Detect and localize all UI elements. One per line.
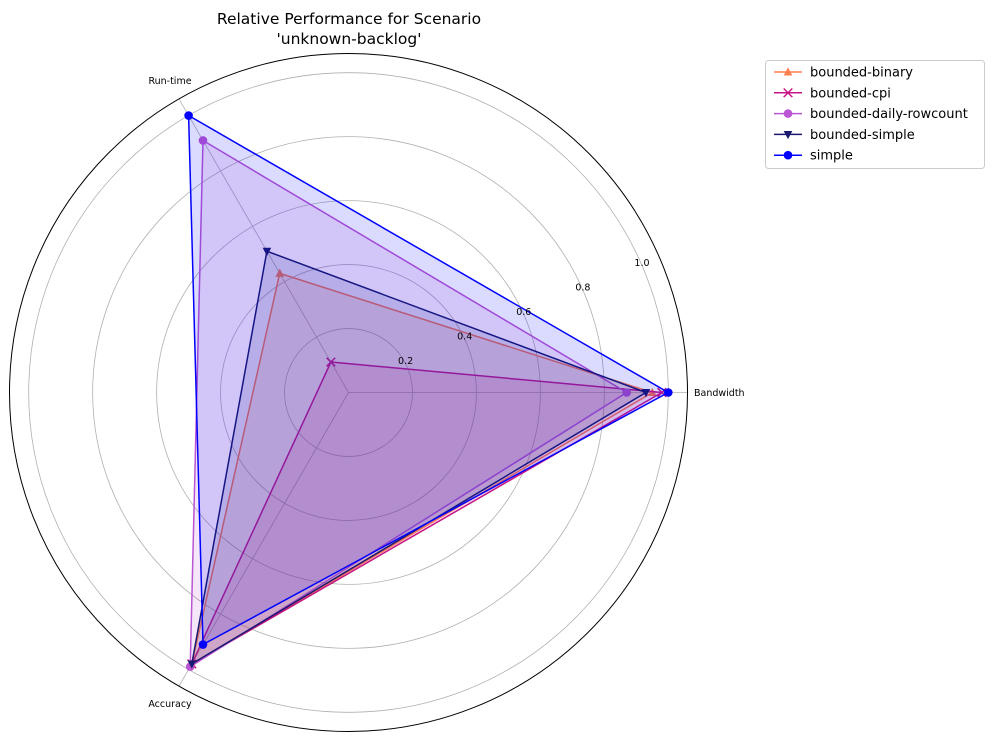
data-point-marker — [783, 130, 793, 140]
r-tick-label: 0.8 — [575, 283, 590, 294]
legend: bounded-binary bounded-cpi bounded-daily-r… — [765, 60, 985, 169]
r-tick-label: 0.6 — [516, 307, 531, 318]
polar-grid — [9, 53, 688, 732]
data-point-marker — [622, 388, 632, 397]
legend-item: bounded-daily-rowcount — [774, 107, 968, 122]
data-point-marker — [783, 109, 793, 118]
series-fill — [191, 362, 662, 664]
legend-frame — [765, 60, 985, 169]
axis-label-accuracy: Accuracy — [148, 699, 192, 710]
series-layer — [184, 111, 673, 671]
grid-spoke — [178, 392, 349, 687]
legend-label: simple — [810, 149, 853, 164]
data-point-marker — [783, 150, 793, 160]
axis-label-bandwidth: Bandwidth — [694, 388, 745, 399]
data-point-marker — [262, 247, 272, 256]
data-point-marker — [198, 640, 208, 649]
outer-frame — [9, 53, 688, 732]
series-fill — [191, 251, 646, 664]
data-point-marker — [198, 136, 208, 145]
radial-tick-labels: 0.2 0.4 0.6 0.8 1.0 — [398, 258, 649, 367]
series-line — [187, 114, 670, 646]
chart-title-line-1: Relative Performance for Scenario — [217, 10, 481, 28]
data-point-marker — [187, 660, 197, 669]
legend-item: simple — [774, 149, 853, 164]
chart-title: Relative Performance for Scenario 'unkno… — [217, 10, 481, 48]
chart-title-line-2: 'unknown-backlog' — [276, 30, 421, 48]
axis-label-run-time: Run-time — [148, 76, 191, 87]
data-point-marker — [641, 389, 651, 398]
series-fill — [188, 115, 669, 645]
series-fill — [191, 273, 653, 664]
r-tick-label: 1.0 — [634, 258, 649, 269]
axis-labels: Bandwidth Run-time Accuracy — [148, 76, 744, 710]
data-point-marker — [275, 268, 285, 277]
legend-label: bounded-cpi — [810, 86, 891, 101]
data-point-marker — [664, 388, 673, 397]
series-simple — [184, 111, 673, 649]
legend-label: bounded-simple — [810, 128, 915, 143]
data-point-marker — [184, 111, 193, 120]
legend-label: bounded-binary — [810, 66, 913, 81]
series-line — [191, 272, 654, 665]
legend-item: bounded-simple — [774, 128, 915, 143]
grid-spoke — [178, 98, 349, 393]
legend-item: bounded-cpi — [774, 86, 891, 101]
data-point-marker — [783, 87, 793, 98]
legend-item: bounded-binary — [774, 66, 913, 81]
r-tick-label: 0.4 — [457, 332, 472, 343]
data-point-marker — [783, 67, 793, 76]
series-fill — [190, 140, 627, 667]
series-line — [191, 361, 663, 665]
legend-label: bounded-daily-rowcount — [810, 107, 968, 122]
data-point-marker — [326, 357, 336, 367]
r-tick-label: 0.2 — [398, 356, 413, 367]
